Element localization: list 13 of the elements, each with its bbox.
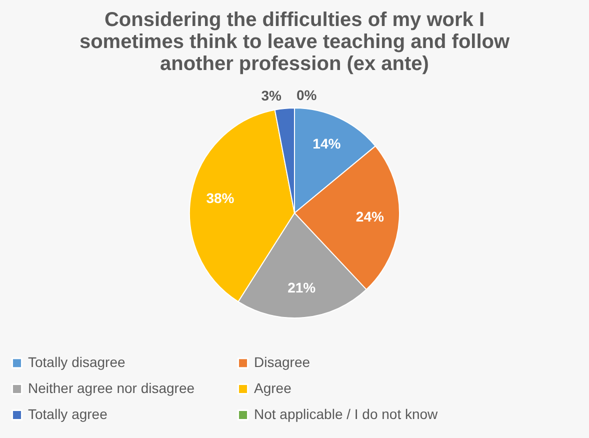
legend-label: Totally agree <box>28 406 108 422</box>
data-label: 24% <box>356 208 385 225</box>
chart-title: Considering the difficulties of my work I sometimes think to leave teaching and follow another profession (ex ante) <box>79 9 510 75</box>
text: 0% <box>296 87 317 103</box>
legend-label: Totally disagree <box>28 354 126 370</box>
data-label: 38% <box>206 190 235 206</box>
legend-label: Neither agree nor disagree <box>28 380 195 396</box>
legend-label: Not applicable / I do not know <box>254 406 439 422</box>
legend-label: Disagree <box>254 354 310 370</box>
data-label: 21% <box>288 279 316 296</box>
legend-label: Agree <box>254 380 292 396</box>
data-label: 14% <box>312 136 342 152</box>
data-label: 3% <box>261 88 282 104</box>
